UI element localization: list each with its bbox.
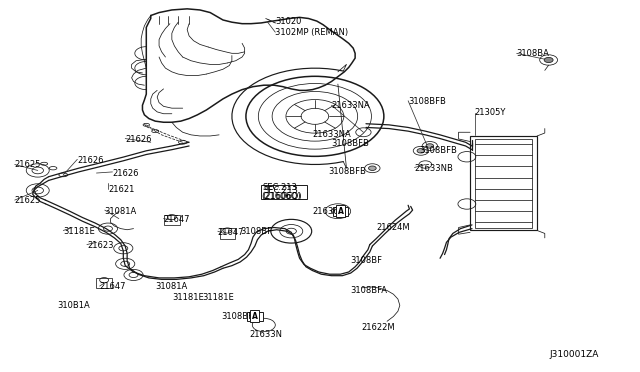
Text: 21305Y: 21305Y [474, 108, 506, 117]
Text: 21621: 21621 [108, 185, 134, 194]
Text: 21647: 21647 [218, 228, 244, 237]
Bar [333, 207, 348, 216]
Circle shape [369, 166, 376, 170]
Text: 21647: 21647 [100, 282, 126, 291]
Bar [247, 312, 262, 321]
Text: 21626: 21626 [113, 169, 139, 177]
Text: 21622M: 21622M [362, 323, 395, 332]
Text: 21624M: 21624M [376, 223, 410, 232]
Text: 31181E: 31181E [202, 294, 234, 302]
Text: 21625: 21625 [15, 196, 41, 205]
Text: 21636M: 21636M [312, 207, 346, 216]
Text: 3108BF: 3108BF [240, 227, 272, 236]
Text: 21626: 21626 [77, 155, 104, 164]
Text: 310B1A: 310B1A [57, 301, 90, 310]
Text: 3108BFB: 3108BFB [408, 97, 446, 106]
Bar [164, 215, 179, 225]
Text: 31081A: 31081A [105, 207, 137, 216]
Text: 3108BFA: 3108BFA [221, 312, 258, 321]
Text: 21647: 21647 [164, 215, 190, 224]
Text: 3108BA: 3108BA [516, 49, 550, 58]
Text: SEC.213: SEC.213 [264, 186, 299, 195]
Text: (21606Q): (21606Q) [262, 192, 302, 201]
Text: A: A [252, 312, 258, 321]
Text: 31181E: 31181E [172, 294, 204, 302]
Bar [97, 278, 112, 288]
Circle shape [426, 144, 434, 148]
Text: SEC.213: SEC.213 [262, 183, 298, 192]
Text: 3108BFB: 3108BFB [332, 139, 369, 148]
Text: 3108BFA: 3108BFA [350, 286, 387, 295]
Text: 31181E: 31181E [63, 227, 95, 236]
Text: 21633NA: 21633NA [312, 130, 351, 140]
Text: 3108BFB: 3108BFB [328, 167, 366, 176]
Bar [261, 185, 307, 199]
Text: A: A [337, 207, 344, 216]
Text: 21623: 21623 [87, 241, 113, 250]
Text: 21633NA: 21633NA [332, 101, 371, 110]
Text: 3102MP (REMAN): 3102MP (REMAN) [275, 28, 348, 37]
Text: 3108BF: 3108BF [350, 256, 382, 265]
Text: (21606Q): (21606Q) [261, 192, 301, 201]
Bar [220, 228, 235, 238]
Text: 31020: 31020 [275, 17, 301, 26]
Text: J310001ZA: J310001ZA [550, 350, 599, 359]
Text: 21626: 21626 [125, 135, 152, 144]
Circle shape [544, 57, 553, 62]
Text: 31081A: 31081A [156, 282, 188, 291]
Text: 3108BFB: 3108BFB [419, 146, 457, 155]
Circle shape [417, 148, 425, 153]
Text: 21633N: 21633N [250, 330, 283, 340]
Text: 21625: 21625 [15, 160, 41, 169]
Bar [475, 139, 532, 228]
Bar [470, 136, 537, 231]
Text: 21633NB: 21633NB [415, 164, 453, 173]
